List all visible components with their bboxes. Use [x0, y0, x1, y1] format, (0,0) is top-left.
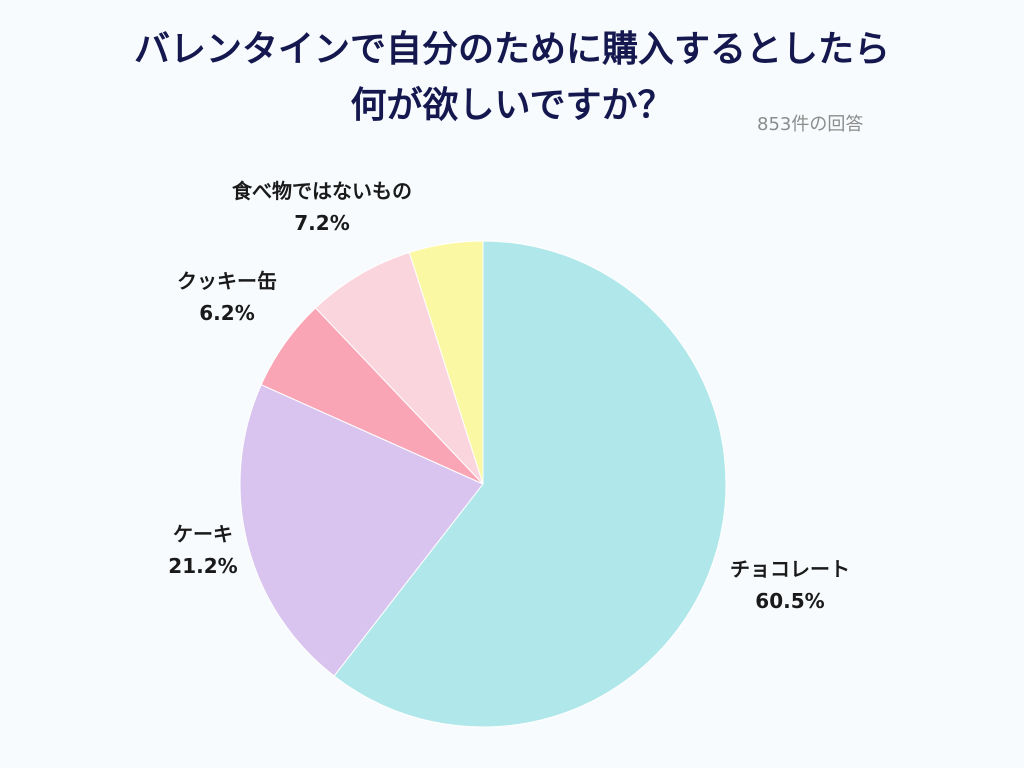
- slice-category-label-3: クッキー缶: [177, 269, 277, 293]
- slice-category-label-1: チョコレート: [730, 557, 850, 581]
- slice-value-label-4: 7.2%: [294, 211, 349, 235]
- pie-labels: チョコレート 60.5% ケーキ 21.2% クッキー缶 6.2% 食べ物ではないもの 7.2…: [168, 179, 850, 613]
- slice-category-label-4: 食べ物ではないもの: [232, 179, 412, 203]
- pie-slice-2: [239, 384, 484, 677]
- pie-slice-1: [333, 240, 727, 728]
- slice-value-label-1: 60.5%: [755, 589, 824, 613]
- pie-slices: [239, 240, 727, 728]
- chart-title: バレンタインで自分のために購入するとしたら 何が欲しいですか？: [0, 22, 1024, 134]
- chart-title-line-1: バレンタインで自分のために購入するとしたら: [133, 29, 890, 70]
- chart-title-line-2: 何が欲しいですか？: [350, 85, 674, 126]
- pie-slice-5: [408, 240, 484, 485]
- slice-value-label-3: 6.2%: [199, 301, 254, 325]
- slice-value-label-2: 21.2%: [168, 554, 237, 578]
- response-count: 853件の回答: [757, 114, 864, 135]
- slice-category-label-2: ケーキ: [173, 522, 233, 546]
- pie-slice-4: [314, 251, 484, 485]
